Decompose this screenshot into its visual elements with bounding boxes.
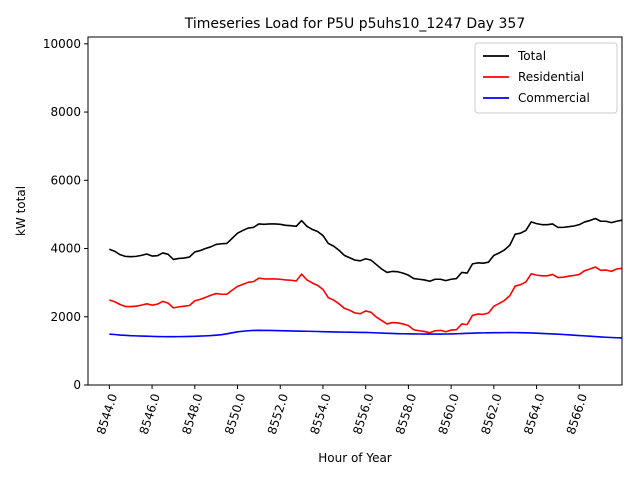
legend-box	[474, 42, 618, 114]
legend-label-commercial: Commercial	[518, 91, 590, 105]
y-tick-label: 4000	[50, 242, 81, 256]
plot-frame	[87, 36, 623, 386]
series-layer	[109, 217, 623, 339]
y-axis: 0 2000 4000 6000 8000 10000	[43, 37, 88, 392]
y-tick-label: 6000	[50, 173, 81, 187]
y-axis-label: kW total	[14, 186, 28, 236]
chart-title: Timeseries Load for P5U p5uhs10_1247 Day…	[184, 16, 526, 32]
series-line-total	[109, 217, 623, 283]
y-tick-label: 10000	[43, 37, 81, 51]
y-tick-label: 2000	[50, 310, 81, 324]
legend: Total Residential Commercial	[474, 42, 618, 114]
x-axis-label: Hour of Year	[318, 451, 392, 465]
series-line-commercial	[109, 329, 623, 339]
y-tick-label: 0	[73, 378, 81, 392]
legend-label-residential: Residential	[518, 70, 584, 84]
series-line-residential	[109, 266, 623, 334]
y-tick-label: 8000	[50, 105, 81, 119]
legend-label-total: Total	[517, 49, 546, 63]
